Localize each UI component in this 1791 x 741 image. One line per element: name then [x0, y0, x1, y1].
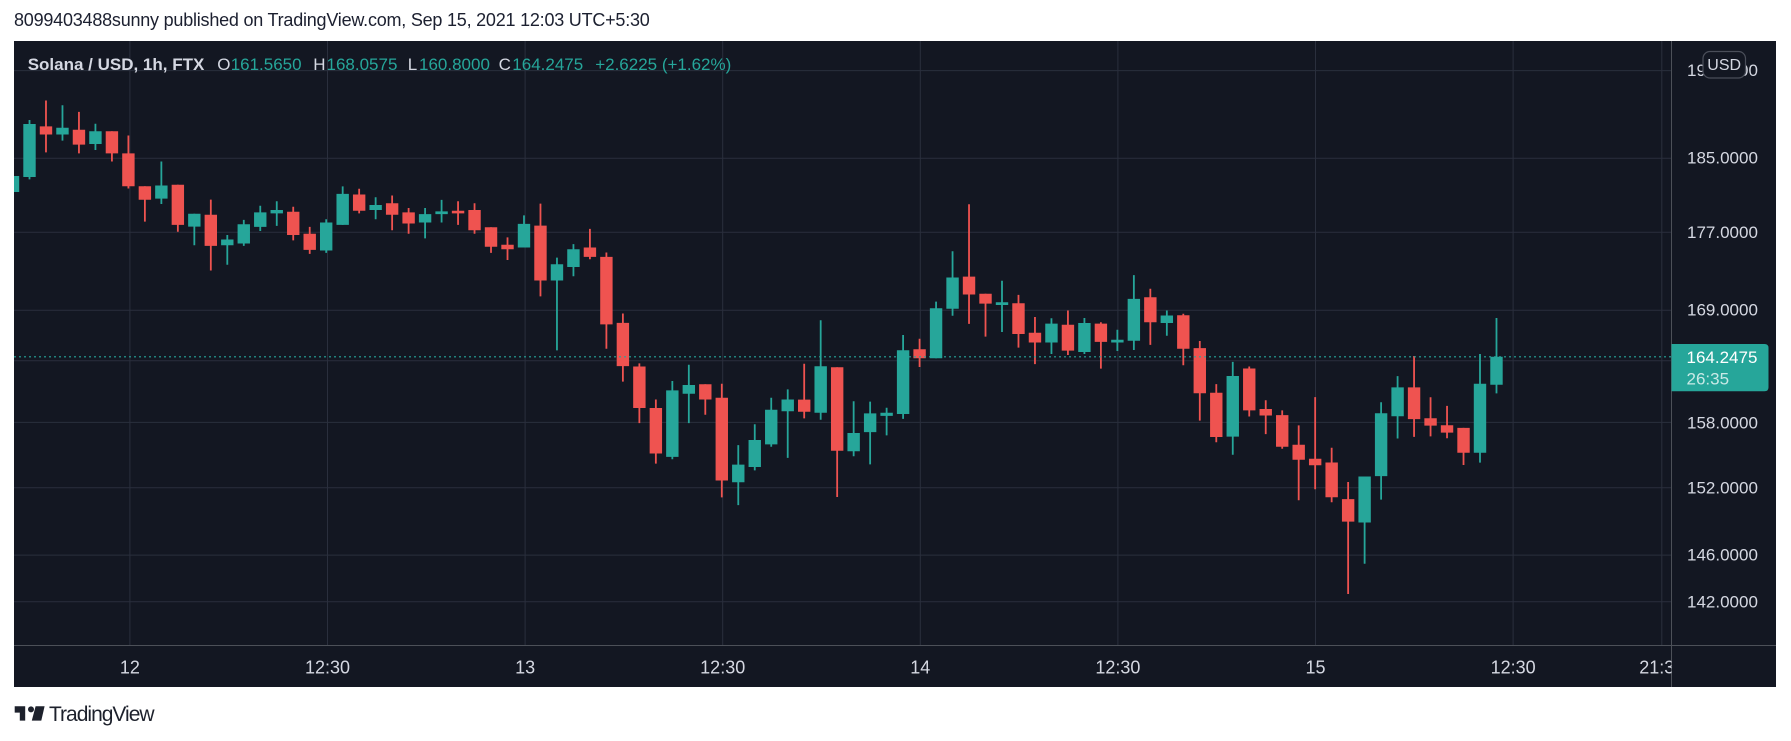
svg-text:USD: USD [1707, 57, 1741, 74]
svg-text:185.0000: 185.0000 [1687, 149, 1758, 168]
svg-text:164.2475: 164.2475 [1687, 348, 1758, 367]
svg-text:142.0000: 142.0000 [1687, 593, 1758, 612]
svg-text:15: 15 [1305, 657, 1325, 677]
svg-text:C: C [499, 55, 511, 74]
svg-text:12: 12 [120, 657, 140, 677]
svg-text:12:30: 12:30 [305, 657, 350, 677]
svg-text:161.5650: 161.5650 [231, 55, 302, 74]
svg-text:146.0000: 146.0000 [1687, 546, 1758, 565]
svg-text:12:30: 12:30 [1491, 657, 1536, 677]
svg-text:+2.6225 (+1.62%): +2.6225 (+1.62%) [595, 55, 731, 74]
svg-text:152.0000: 152.0000 [1687, 478, 1758, 497]
svg-text:12:30: 12:30 [1095, 657, 1140, 677]
svg-text:168.0575: 168.0575 [327, 55, 398, 74]
svg-text:14: 14 [910, 657, 930, 677]
svg-text:Solana / USD, 1h, FTX: Solana / USD, 1h, FTX [28, 55, 205, 74]
svg-text:13: 13 [515, 657, 535, 677]
svg-text:160.8000: 160.8000 [419, 55, 490, 74]
svg-text:158.0000: 158.0000 [1687, 413, 1758, 432]
svg-text:O: O [217, 55, 230, 74]
svg-text:177.0000: 177.0000 [1687, 223, 1758, 242]
svg-text:21:30: 21:30 [1639, 657, 1684, 677]
svg-text:H: H [313, 55, 325, 74]
svg-text:164.2475: 164.2475 [512, 55, 583, 74]
svg-text:169.0000: 169.0000 [1687, 301, 1758, 320]
svg-text:26:35: 26:35 [1687, 369, 1730, 388]
svg-text:12:30: 12:30 [700, 657, 745, 677]
svg-text:L: L [408, 55, 417, 74]
